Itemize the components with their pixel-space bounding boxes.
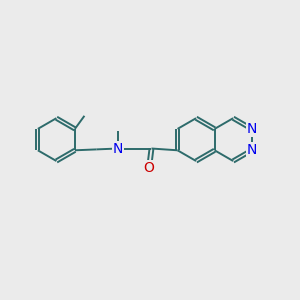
Text: N: N bbox=[113, 142, 123, 155]
Text: N: N bbox=[247, 143, 257, 157]
Text: N: N bbox=[247, 122, 257, 136]
Text: O: O bbox=[144, 161, 154, 175]
